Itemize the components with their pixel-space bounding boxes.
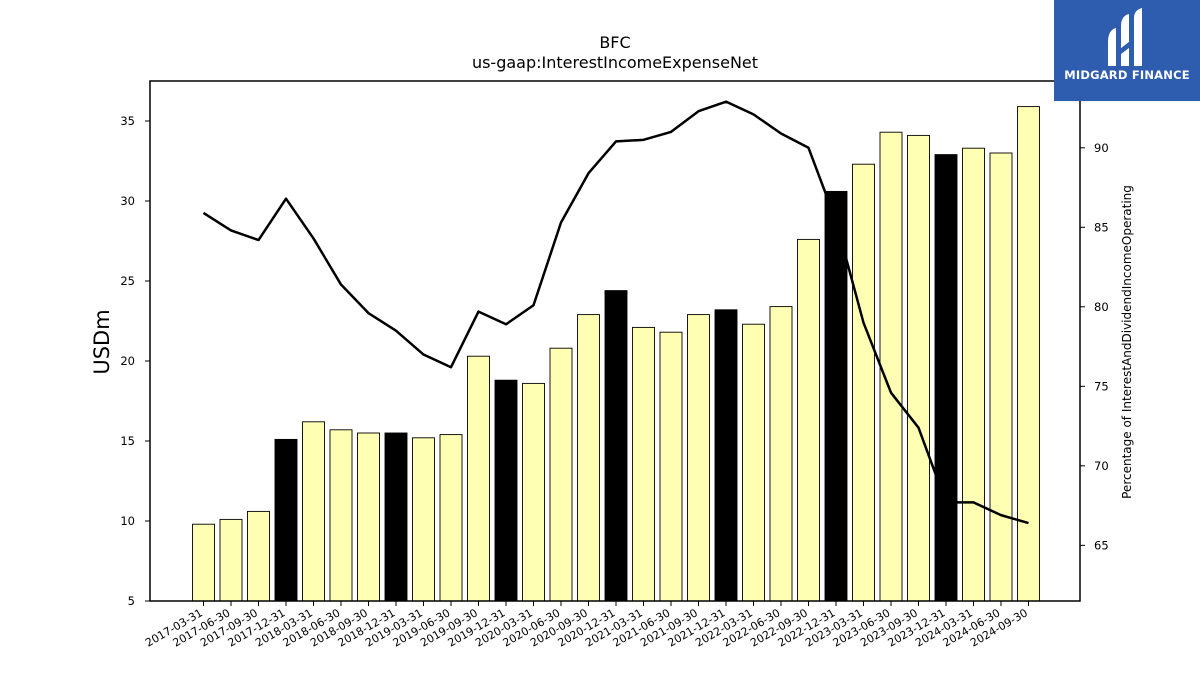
bar-2019-12-31 — [494, 379, 518, 602]
y2-axis-label: Percentage of InterestAndDividendIncomeO… — [1120, 185, 1134, 499]
line-layer — [202, 100, 1029, 525]
bar-2024-09-30 — [1017, 106, 1040, 602]
bar-2023-09-30 — [907, 134, 930, 602]
percentage-line — [202, 100, 1029, 525]
bar-2020-12-31 — [604, 290, 628, 602]
y-tick-label-35: 35 — [120, 114, 135, 128]
bar-2022-03-31 — [742, 323, 765, 602]
chart-title: BFC — [599, 33, 630, 52]
bar-2022-09-30 — [797, 238, 820, 602]
bar-2021-09-30 — [687, 314, 710, 602]
y-tick-label-15: 15 — [120, 434, 135, 448]
chart-subtitle: us-gaap:InterestIncomeExpenseNet — [472, 53, 758, 72]
y2-tick-label-85: 85 — [1094, 220, 1109, 234]
bar-2020-09-30 — [577, 314, 600, 602]
bar-2024-06-30 — [989, 152, 1013, 602]
y-axis-label: USDm — [90, 309, 114, 374]
bar-2018-12-31 — [384, 432, 408, 602]
bar-2021-12-31 — [714, 309, 738, 602]
y2-tick-label-70: 70 — [1094, 459, 1109, 473]
brand-name: MIDGARD FINANCE — [1064, 68, 1190, 82]
midgard-logo-icon — [1108, 8, 1142, 66]
bar-2023-03-31 — [852, 163, 875, 602]
y2-tick-label-90: 90 — [1094, 141, 1109, 155]
bar-2019-06-30 — [439, 434, 463, 602]
bar-2018-06-30 — [329, 429, 353, 602]
bar-2019-03-31 — [412, 437, 435, 602]
y-tick-label-25: 25 — [120, 274, 135, 288]
y-tick-label-10: 10 — [120, 514, 135, 528]
bar-2017-09-30 — [247, 510, 270, 602]
bar-2018-03-31 — [302, 421, 325, 602]
y-axis-left: 5 10 15 20 25 30 35 — [120, 114, 150, 608]
bar-2023-06-30 — [879, 131, 903, 602]
bars-layer — [192, 106, 1040, 602]
y2-tick-label-80: 80 — [1094, 300, 1109, 314]
bar-2017-06-30 — [219, 518, 243, 602]
bar-2023-12-31 — [934, 154, 958, 602]
y-axis-right: 65 70 75 80 85 90 — [1080, 141, 1109, 552]
bar-2021-06-30 — [659, 331, 683, 602]
bar-2019-09-30 — [467, 355, 490, 602]
x-axis: 2017-03-312017-06-302017-09-302017-12-31… — [143, 601, 1030, 650]
bar-2022-06-30 — [769, 306, 793, 602]
y-tick-label-20: 20 — [120, 354, 135, 368]
bar-2017-12-31 — [274, 438, 298, 602]
brand-logo: MIDGARD FINANCE — [1054, 0, 1200, 101]
y-tick-label-30: 30 — [120, 194, 135, 208]
bar-2024-03-31 — [962, 147, 985, 602]
bar-2020-06-30 — [549, 347, 573, 602]
y2-tick-label-65: 65 — [1094, 538, 1109, 552]
y-tick-label-5: 5 — [128, 594, 135, 608]
y2-tick-label-75: 75 — [1094, 379, 1109, 393]
bar-2018-09-30 — [357, 432, 380, 602]
bar-2021-03-31 — [632, 326, 655, 602]
bar-2017-03-31 — [192, 523, 215, 602]
plot-frame — [149, 80, 1081, 602]
bar-2020-03-31 — [522, 382, 545, 602]
